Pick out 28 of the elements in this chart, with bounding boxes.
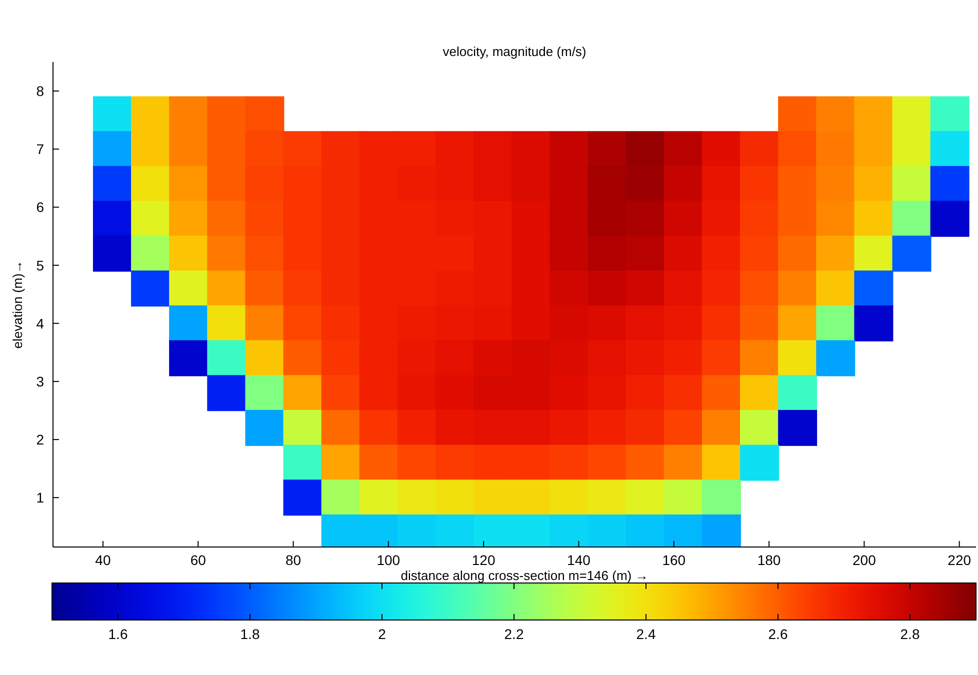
color-bar-label: 1.6 [108, 626, 128, 642]
x-tick-label: 180 [757, 552, 781, 568]
x-tick-label: 220 [948, 552, 972, 568]
x-tick-label: 100 [376, 552, 400, 568]
color-bar-label: 2.2 [504, 626, 524, 642]
color-bar-label: 2.4 [636, 626, 656, 642]
x-tick-label: 60 [190, 552, 206, 568]
x-tick-label: 120 [472, 552, 496, 568]
x-axis-title: distance along cross-section m=146 (m) → [400, 568, 648, 583]
y-tick-label: 5 [36, 257, 44, 274]
x-tick-label: 160 [662, 552, 686, 568]
y-tick-label: 2 [36, 432, 44, 448]
y-axis-title: elevation (m)→ [10, 260, 25, 349]
color-bar-label: 2 [378, 626, 386, 642]
y-tick-label: 4 [36, 315, 44, 332]
x-tick-label: 80 [285, 552, 302, 568]
x-tick-label: 40 [95, 552, 111, 568]
y-tick-label: 6 [36, 199, 44, 216]
y-tick-label: 1 [36, 490, 44, 506]
y-tick-label: 8 [36, 83, 44, 100]
color-bar-label: 2.6 [768, 626, 788, 642]
y-tick-label: 7 [36, 141, 44, 158]
x-tick-label: 200 [852, 552, 876, 568]
chart-title: velocity, magnitude (m/s) [442, 44, 586, 59]
color-bar-label: 1.8 [240, 626, 260, 642]
y-tick-label: 3 [36, 373, 44, 390]
x-tick-label: 140 [567, 552, 591, 568]
color-bar-label: 2.8 [900, 626, 920, 642]
